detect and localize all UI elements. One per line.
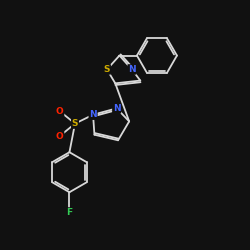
Text: F: F [66, 208, 72, 217]
Text: S: S [104, 65, 110, 74]
Text: N: N [128, 65, 136, 74]
Text: S: S [72, 119, 78, 128]
Text: O: O [56, 106, 64, 116]
Text: O: O [56, 132, 64, 140]
Text: N: N [89, 110, 97, 119]
Text: N: N [113, 104, 120, 113]
